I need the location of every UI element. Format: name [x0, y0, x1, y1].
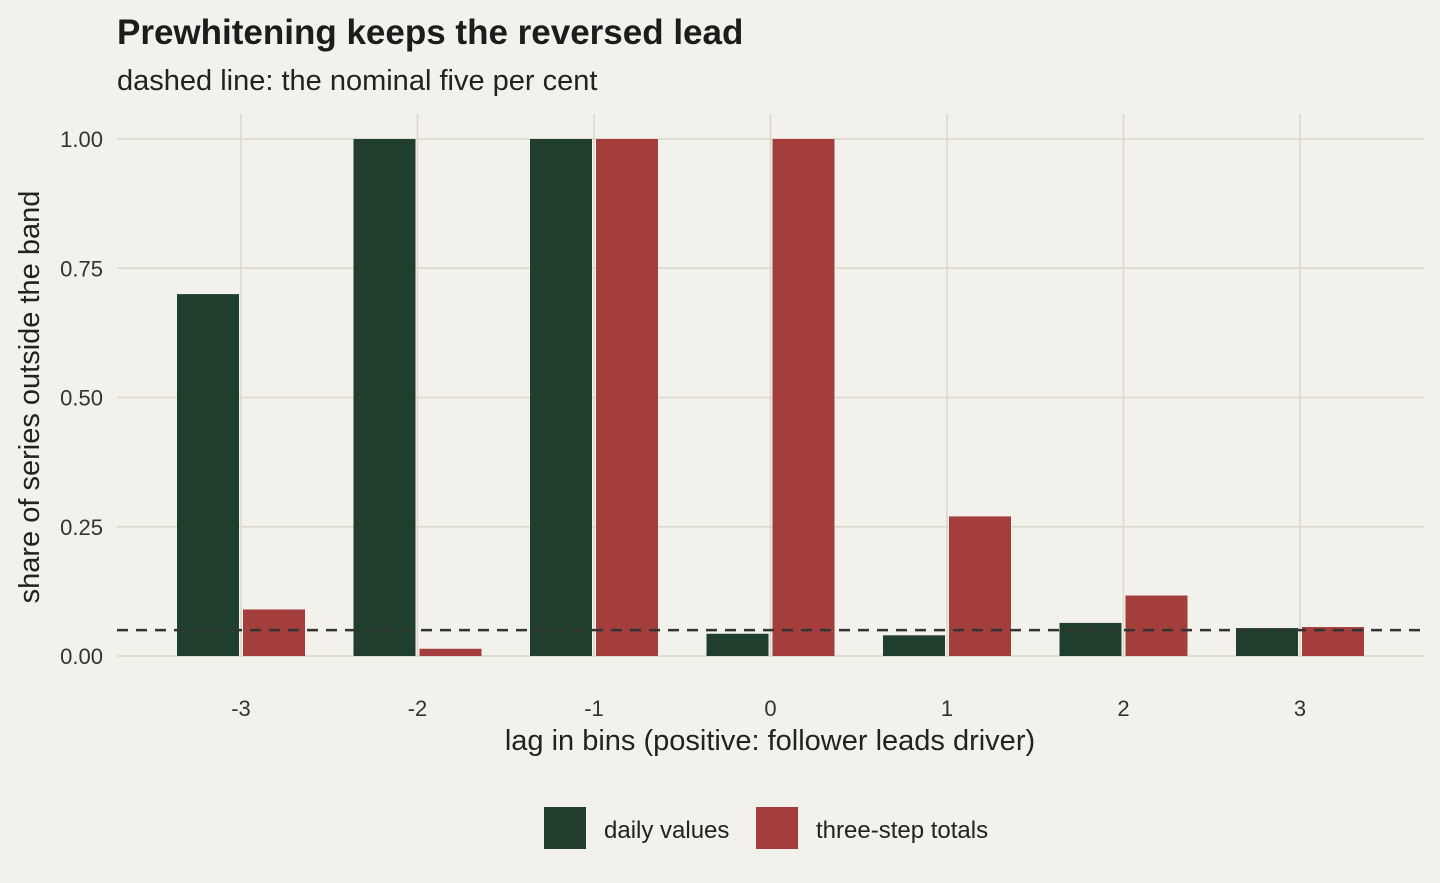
x-tick-labels: -3 -2 -1 0 1 2 3 — [231, 696, 1306, 721]
bar-three-step-totals — [1125, 595, 1188, 656]
x-tick-label: 3 — [1294, 696, 1306, 721]
x-tick-label: 0 — [764, 696, 776, 721]
bar-daily-values — [530, 139, 592, 656]
x-axis-title: lag in bins (positive: follower leads dr… — [505, 725, 1035, 757]
legend-label-three-step-totals: three-step totals — [816, 817, 988, 844]
bar-daily-values — [706, 633, 769, 656]
x-tick-label: -2 — [408, 696, 428, 721]
legend-label-daily-values: daily values — [604, 817, 729, 844]
bar-three-step-totals — [419, 648, 482, 656]
legend: daily values three-step totals — [544, 807, 988, 849]
y-tick-labels: 0.00 0.25 0.50 0.75 1.00 — [60, 127, 103, 669]
x-tick-label: -1 — [584, 696, 604, 721]
gridlines — [117, 114, 1424, 657]
bar-three-step-totals — [949, 516, 1011, 656]
x-tick-label: 1 — [941, 696, 953, 721]
bar-daily-values — [883, 635, 945, 656]
bars — [177, 139, 1364, 656]
bar-daily-values — [1059, 622, 1122, 656]
chart-subtitle: dashed line: the nominal five per cent — [117, 65, 597, 97]
legend-swatch-daily-values — [544, 807, 586, 849]
bar-daily-values — [353, 139, 416, 656]
bar-three-step-totals — [1302, 627, 1364, 656]
bar-three-step-totals — [596, 139, 658, 656]
x-tick-label: 2 — [1117, 696, 1129, 721]
bar-three-step-totals — [772, 139, 835, 656]
y-tick-label: 0.75 — [60, 256, 103, 281]
bar-daily-values — [1236, 628, 1298, 656]
x-tick-label: -3 — [231, 696, 251, 721]
bar-three-step-totals — [243, 609, 305, 656]
y-tick-label: 1.00 — [60, 127, 103, 152]
y-axis-title: share of series outside the band — [14, 191, 46, 604]
legend-swatch-three-step-totals — [756, 807, 798, 849]
chart-title: Prewhitening keeps the reversed lead — [117, 13, 743, 52]
bar-daily-values — [177, 294, 239, 656]
y-tick-label: 0.00 — [60, 644, 103, 669]
y-tick-label: 0.50 — [60, 386, 103, 411]
y-tick-label: 0.25 — [60, 515, 103, 540]
